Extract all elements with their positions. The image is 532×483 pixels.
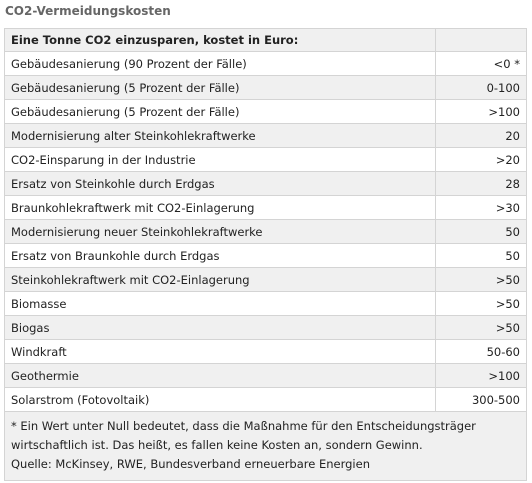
table-row: Ersatz von Steinkohle durch Erdgas 28 [4,171,527,196]
row-label: Biogas [4,315,436,340]
table-row: Modernisierung alter Steinkohlekraftwerk… [4,123,527,148]
table-row: Steinkohlekraftwerk mit CO2-Einlagerung … [4,267,527,292]
row-value: <0 * [435,51,527,76]
row-value: 300-500 [435,387,527,412]
footnote-text: * Ein Wert unter Null bedeutet, dass die… [11,419,476,433]
table-header-label: Eine Tonne CO2 einzusparen, kostet in Eu… [4,28,436,52]
table-row: Gebäudesanierung (90 Prozent der Fälle) … [4,51,527,76]
table-row: Braunkohlekraftwerk mit CO2-Einlagerung … [4,195,527,220]
row-label: Modernisierung neuer Steinkohlekraftwerk… [4,219,436,244]
table-header-value [435,28,527,52]
row-label: Gebäudesanierung (90 Prozent der Fälle) [4,51,436,76]
table-row: Windkraft 50-60 [4,339,527,364]
table-row: Gebäudesanierung (5 Prozent der Fälle) >… [4,99,527,124]
footnote-row: * Ein Wert unter Null bedeutet, dass die… [4,411,527,481]
row-label: Windkraft [4,339,436,364]
row-value: >100 [435,363,527,388]
row-value: >30 [435,195,527,220]
row-label: Ersatz von Steinkohle durch Erdgas [4,171,436,196]
footnote-cell: * Ein Wert unter Null bedeutet, dass die… [4,411,527,481]
row-label: Gebäudesanierung (5 Prozent der Fälle) [4,99,436,124]
row-value: 50 [435,243,527,268]
row-label: Ersatz von Braunkohle durch Erdgas [4,243,436,268]
table-row: CO2-Einsparung in der Industrie >20 [4,147,527,172]
table-row: Solarstrom (Fotovoltaik) 300-500 [4,387,527,412]
footnote-text: wirtschaftlich ist. Das heißt, es fallen… [11,438,423,452]
row-value: >50 [435,315,527,340]
row-value: >20 [435,147,527,172]
row-label: Modernisierung alter Steinkohlekraftwerk… [4,123,436,148]
row-label: Gebäudesanierung (5 Prozent der Fälle) [4,75,436,100]
table-row: Biomasse >50 [4,291,527,316]
row-value: 50 [435,219,527,244]
row-label: Solarstrom (Fotovoltaik) [4,387,436,412]
table-row: Gebäudesanierung (5 Prozent der Fälle) 0… [4,75,527,100]
row-value: >50 [435,267,527,292]
row-label: Steinkohlekraftwerk mit CO2-Einlagerung [4,267,436,292]
row-value: >50 [435,291,527,316]
row-value: >100 [435,99,527,124]
row-label: CO2-Einsparung in der Industrie [4,147,436,172]
table-row: Ersatz von Braunkohle durch Erdgas 50 [4,243,527,268]
row-value: 50-60 [435,339,527,364]
row-label: Geothermie [4,363,436,388]
table-row: Modernisierung neuer Steinkohlekraftwerk… [4,219,527,244]
table-header-row: Eine Tonne CO2 einzusparen, kostet in Eu… [4,28,527,52]
table-title: CO2-Vermeidungskosten [5,4,171,18]
row-label: Braunkohlekraftwerk mit CO2-Einlagerung [4,195,436,220]
row-value: 20 [435,123,527,148]
source-text: Quelle: McKinsey, RWE, Bundesverband ern… [11,457,370,471]
table-row: Biogas >50 [4,315,527,340]
row-label: Biomasse [4,291,436,316]
table-row: Geothermie >100 [4,363,527,388]
row-value: 28 [435,171,527,196]
row-value: 0-100 [435,75,527,100]
co2-cost-table: Eine Tonne CO2 einzusparen, kostet in Eu… [4,28,527,481]
